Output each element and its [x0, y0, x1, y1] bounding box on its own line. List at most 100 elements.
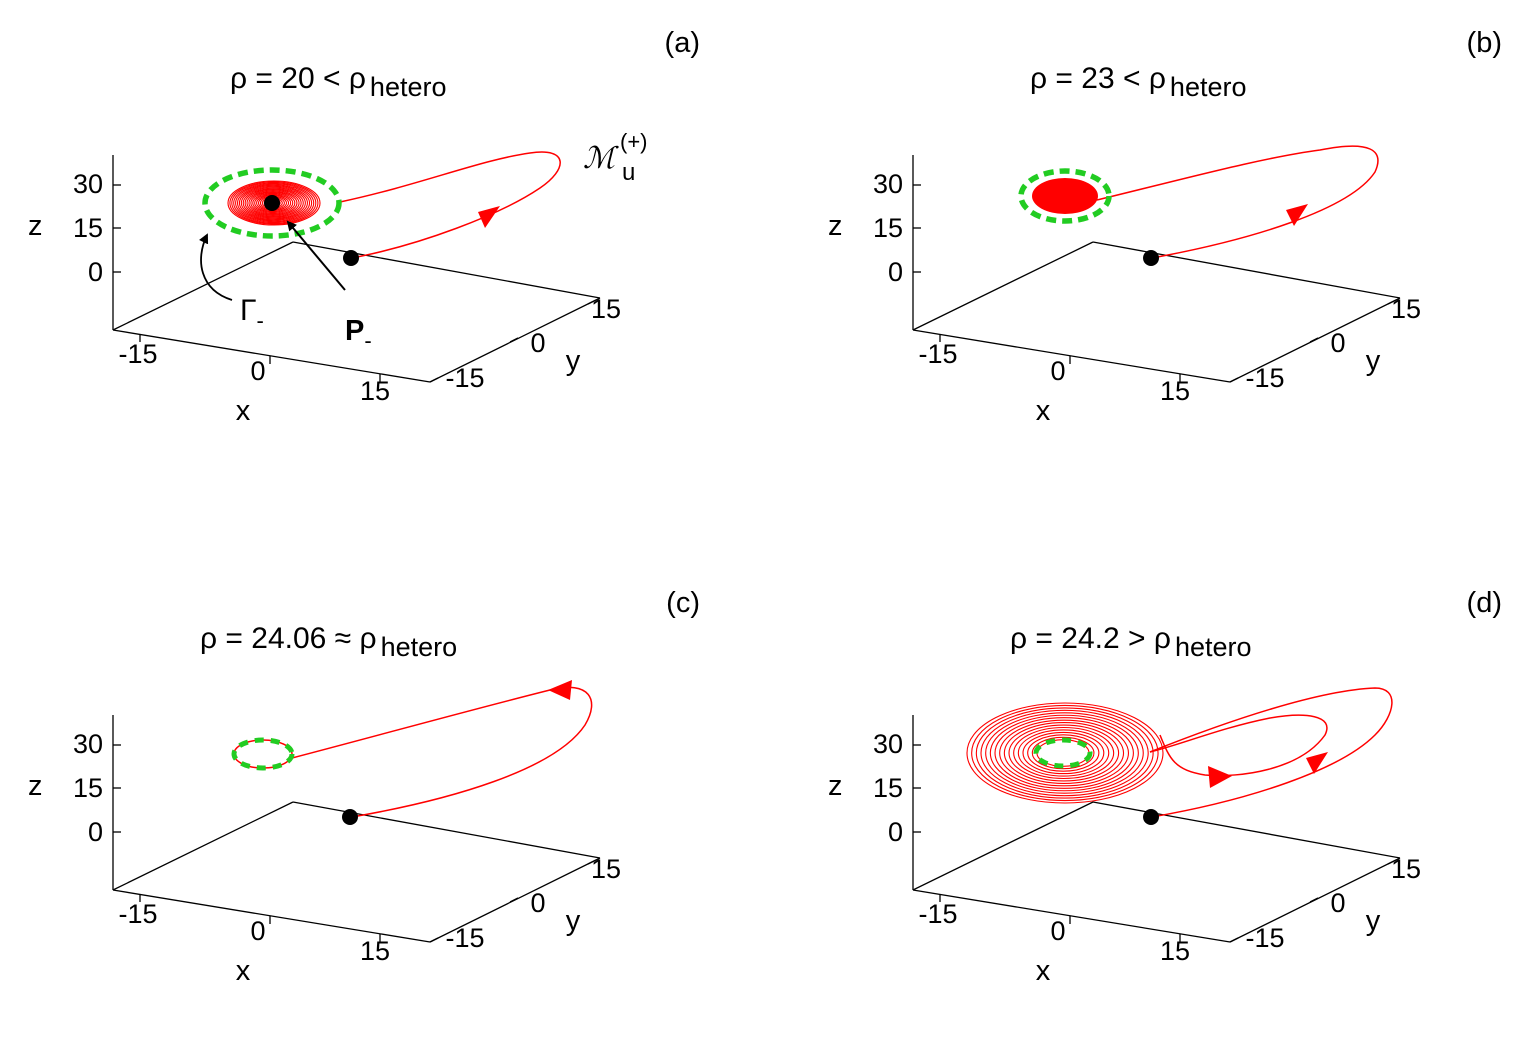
panel-a-x-tick-m15: -15 — [118, 339, 157, 369]
panel-a-spiral-ring — [240, 187, 306, 219]
panel-a-spiral-ring — [246, 190, 300, 216]
panel-d-spiral-ring — [980, 709, 1149, 797]
panel-a-spiral-ring — [254, 193, 292, 213]
panel-b-title: ρ = 23 < ρ hetero — [1030, 62, 1246, 102]
panel-d-spiral-ring — [1031, 736, 1095, 770]
panel-d-limit-cycle — [1033, 737, 1093, 769]
panel-a-title-rho: ρ — [230, 62, 247, 95]
panel-d-title: ρ = 24.2 > ρ hetero — [1010, 622, 1252, 662]
panel-a-y-tick-m15: -15 — [445, 363, 484, 393]
panel-a-manifold-sub: u — [622, 159, 635, 186]
panel-d-z-tick-0: 0 — [888, 817, 903, 847]
panel-a-fixed-point — [264, 195, 280, 211]
panel-d-ylabel: y — [1366, 905, 1381, 937]
panel-a-spiral-ring — [227, 180, 321, 226]
panel-a-spiral-ring — [231, 182, 317, 224]
panel-d-spiral-ring — [994, 717, 1134, 789]
panel-c-title: ρ = 24.06 ≈ ρ hetero — [200, 622, 457, 662]
panel-a-spiral-ring — [233, 183, 315, 223]
panel-b-x-tick-0: 0 — [1050, 356, 1065, 386]
panel-d-loop-inner — [1149, 714, 1328, 777]
panel-a-spiral-ring — [248, 190, 298, 216]
panel-d-spiral-ring — [1022, 731, 1105, 775]
panel-b-xlabel: x — [1036, 395, 1051, 427]
panel-a-origin-point — [343, 250, 359, 266]
panel-a-x-axis — [112, 329, 431, 383]
panel-d-spiral-ring — [985, 712, 1144, 794]
panel-a-point-pointer — [286, 220, 346, 291]
panel-a-spiral-ring — [235, 184, 313, 222]
panel-a-point-label: P- — [345, 315, 372, 353]
panel-a-z-tick-30: 30 — [73, 169, 103, 199]
panel-d-z-tick-15: 15 — [873, 773, 903, 803]
panel-b-ylabel: y — [1366, 345, 1381, 377]
panel-c-z-tick-15: 15 — [73, 773, 103, 803]
panel-a-title-value: = 20 < — [255, 62, 340, 95]
panel-d-label: (d) — [1467, 587, 1502, 619]
panel-d-orbit-arrow-2 — [1306, 752, 1328, 774]
panel-a-spiral-ring — [242, 188, 304, 218]
panel-a-limit-cycle — [202, 167, 342, 239]
panel-c-xlabel: x — [236, 955, 251, 987]
panel-d-xlabel: x — [1036, 955, 1051, 987]
panel-a-back-edge — [112, 241, 294, 331]
panel-c-y-tick-m15: -15 — [445, 923, 484, 953]
panel-b-origin-point — [1143, 250, 1159, 266]
panel-b-y-tick-0: 0 — [1330, 328, 1345, 358]
panel-b-limit-cycle — [1018, 168, 1112, 224]
panel-d-spiral-ring — [966, 702, 1164, 804]
panel-a-title-sub: hetero — [370, 72, 447, 102]
panel-b-z-tick-0: 0 — [888, 257, 903, 287]
panel-a-axes — [112, 155, 601, 383]
panel-d-zlabel: z — [828, 770, 843, 802]
panel-d-spiral — [966, 702, 1164, 804]
panel-d-orbit-arrow-1 — [1208, 766, 1232, 788]
panel-a-manifold-sup: (+) — [620, 129, 648, 154]
panel-b-unstable-manifold — [1096, 145, 1379, 259]
panel-d-y-tick-15: 15 — [1391, 854, 1421, 884]
panel-d-spiral-ring — [971, 704, 1159, 802]
panel-a-x-tick-15: 15 — [360, 376, 390, 406]
panel-c-z-tick-30: 30 — [73, 729, 103, 759]
panel-d-x-tick-0: 0 — [1050, 916, 1065, 946]
panel-a-z-tick-15: 15 — [73, 213, 103, 243]
panel-d-spiral-ring — [975, 707, 1154, 799]
panel-c-zlabel: z — [28, 770, 43, 802]
panel-d-y-tick-0: 0 — [1330, 888, 1345, 918]
panel-b-x-tick-15: 15 — [1160, 376, 1190, 406]
panel-a: (a) ρ = 20 < ρ hetero 30 15 0 z -15 0 15 … — [28, 27, 700, 427]
panel-a-z-tick-0: 0 — [88, 257, 103, 287]
panel-b-z-tick-30: 30 — [873, 169, 903, 199]
panel-a-back-edge2 — [292, 241, 601, 299]
panel-d-y-tick-m15: -15 — [1245, 923, 1284, 953]
panel-c: (c) ρ = 24.06 ≈ ρ hetero 30 15 0 z -15 0 … — [28, 587, 700, 987]
panel-a-spiral — [227, 180, 321, 226]
panel-a-spiral-ring — [236, 185, 311, 221]
panel-a-gamma-label: Γ- — [240, 294, 264, 333]
panel-d-axes — [912, 715, 1401, 943]
panel-c-unstable-manifold — [291, 686, 593, 818]
panel-c-origin-point — [342, 809, 358, 825]
panel-a-spiral-ring — [250, 191, 296, 215]
panel-c-orbit-arrow — [548, 680, 572, 700]
panel-b-y-tick-15: 15 — [1391, 294, 1421, 324]
panel-a-y-tick-15: 15 — [591, 294, 621, 324]
panel-b-z-tick-15: 15 — [873, 213, 903, 243]
panel-a-spiral-ring — [229, 181, 319, 225]
panel-b-axes — [912, 155, 1401, 383]
panel-d-z-tick-30: 30 — [873, 729, 903, 759]
panel-a-gamma-pointer — [199, 233, 233, 301]
panel-b-spiral-fill — [1032, 178, 1098, 214]
panel-a-manifold-label: ℳ — [583, 142, 619, 175]
panel-d-spiral-ring — [1003, 722, 1125, 784]
panel-b-y-tick-m15: -15 — [1245, 363, 1284, 393]
panel-a-orbit-arrow — [478, 206, 500, 228]
panel-a-ylabel: y — [566, 345, 581, 377]
panel-a-spiral-ring — [252, 192, 294, 214]
panel-c-x-tick-m15: -15 — [118, 899, 157, 929]
panel-c-axes — [112, 715, 601, 943]
panel-a-unstable-manifold — [339, 151, 561, 259]
panel-d-spiral-ring — [989, 714, 1139, 792]
panel-d-spiral-ring — [1027, 734, 1100, 772]
